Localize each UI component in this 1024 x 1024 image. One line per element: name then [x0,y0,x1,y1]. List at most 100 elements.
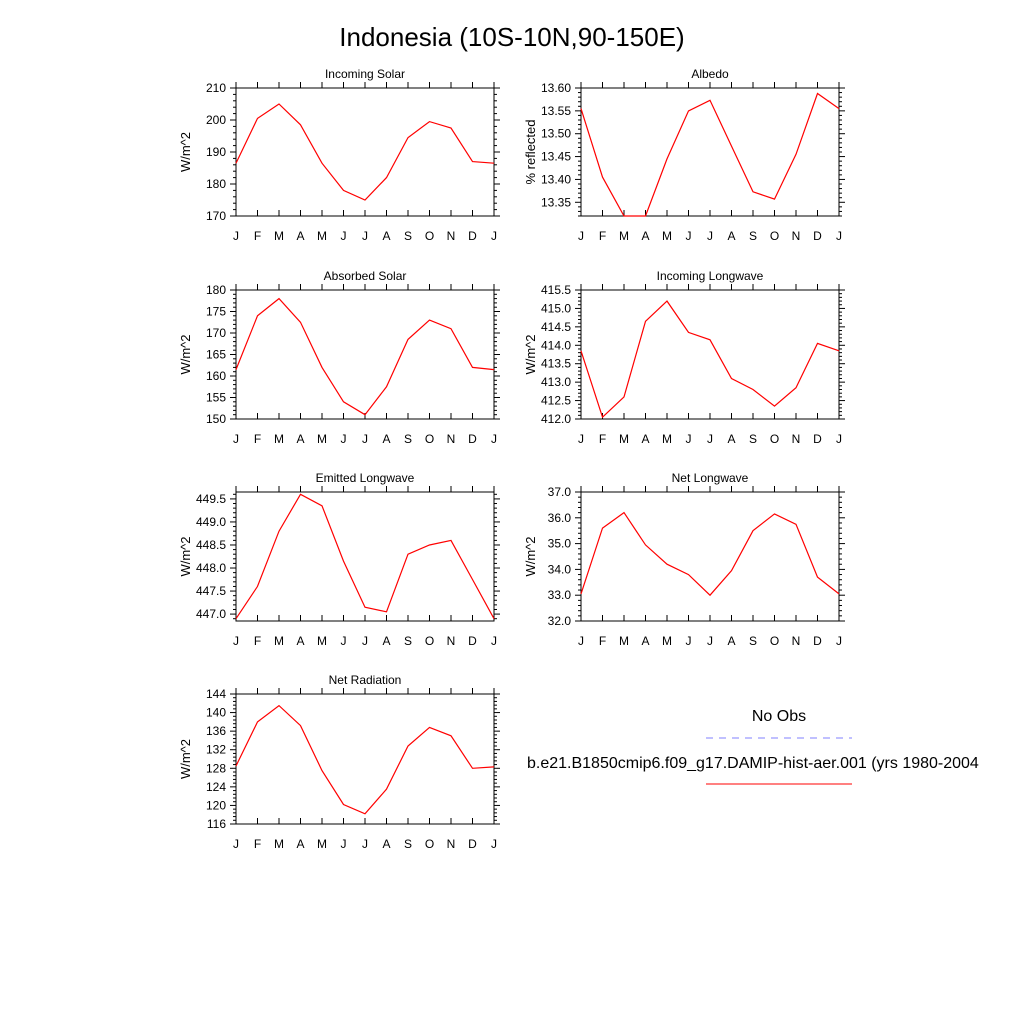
x-tick-label: M [619,634,629,648]
y-tick-label: 13.50 [541,127,571,141]
y-tick-label: 116 [207,817,226,831]
y-tick-label: 120 [206,798,226,812]
y-tick-label: 200 [206,113,226,127]
series-line-model [580,300,840,419]
x-tick-label: N [792,229,801,243]
series-line-model [235,704,495,815]
y-tick-label: 13.40 [541,172,571,186]
x-tick-label: J [491,432,497,446]
x-tick-label: D [813,432,822,446]
x-tick-label: J [233,634,239,648]
x-tick-label: O [770,229,779,243]
plot-frame [580,289,840,420]
plot-frame [580,87,840,217]
panel-title: Net Radiation [329,673,402,687]
x-tick-label: S [404,634,412,648]
y-axis-label: W/m^2 [178,334,193,374]
x-tick-label: A [296,229,304,243]
x-tick-label: O [770,432,779,446]
panel-title: Net Longwave [672,471,749,485]
x-tick-label: J [233,432,239,446]
x-tick-label: J [707,634,713,648]
x-tick-label: D [468,432,477,446]
legend-obs-label: No Obs [752,708,806,725]
x-tick-label: S [749,432,757,446]
y-axis-label: W/m^2 [178,132,193,172]
x-tick-label: J [686,229,692,243]
x-tick-label: J [362,229,368,243]
x-tick-label: J [233,229,239,243]
x-tick-label: O [425,432,434,446]
x-tick-label: F [254,837,261,851]
series-line-model [235,103,495,201]
x-tick-label: J [836,634,842,648]
x-tick-label: M [317,634,327,648]
x-tick-label: S [404,229,412,243]
x-tick-label: N [447,837,456,851]
plot-frame [235,289,495,420]
y-tick-label: 180 [206,283,226,297]
x-tick-label: M [317,837,327,851]
y-tick-label: 128 [206,761,226,775]
panel-title: Emitted Longwave [316,471,415,485]
y-tick-label: 170 [206,209,226,223]
y-tick-label: 413.5 [541,357,571,371]
x-tick-label: N [447,229,456,243]
x-tick-label: A [641,634,649,648]
x-tick-label: O [425,634,434,648]
x-tick-label: J [836,432,842,446]
x-tick-label: O [425,837,434,851]
x-tick-label: J [578,634,584,648]
y-tick-label: 13.35 [541,195,571,209]
x-tick-label: F [599,634,606,648]
x-tick-label: J [362,837,368,851]
y-tick-label: 140 [206,706,226,720]
x-tick-label: J [491,229,497,243]
y-tick-label: 449.5 [196,492,226,506]
y-tick-label: 447.0 [196,607,226,621]
y-tick-label: 144 [206,687,226,701]
x-tick-label: M [274,634,284,648]
y-axis-label: W/m^2 [178,536,193,576]
x-tick-label: A [641,229,649,243]
x-tick-label: M [274,229,284,243]
figure-title: Indonesia (10S-10N,90-150E) [339,22,684,52]
panel-title: Incoming Solar [325,67,405,81]
y-tick-label: 34.0 [548,562,572,576]
x-tick-label: J [233,837,239,851]
y-tick-label: 412.5 [541,394,571,408]
x-tick-label: M [317,229,327,243]
y-tick-label: 448.0 [196,561,226,575]
x-tick-label: O [770,634,779,648]
y-tick-label: 155 [206,391,226,405]
x-tick-label: M [619,229,629,243]
x-tick-label: A [296,432,304,446]
y-tick-label: 136 [206,724,226,738]
x-tick-label: A [641,432,649,446]
x-tick-label: A [296,634,304,648]
x-tick-label: D [468,634,477,648]
legend: No Obs b.e21.B1850cmip6.f09_g17.DAMIP-hi… [527,708,979,785]
x-tick-label: M [662,229,672,243]
x-tick-label: A [382,634,390,648]
panel-title: Albedo [691,67,729,81]
x-tick-label: D [468,837,477,851]
x-tick-label: F [254,229,261,243]
y-tick-label: 36.0 [548,511,572,525]
plot-frame [235,693,495,825]
x-tick-label: S [404,432,412,446]
y-tick-label: 415.0 [541,301,571,315]
panel-title: Absorbed Solar [324,269,407,283]
x-tick-label: A [727,432,735,446]
x-tick-label: D [468,229,477,243]
x-tick-label: J [341,634,347,648]
y-tick-label: 448.5 [196,538,226,552]
x-tick-label: J [491,837,497,851]
